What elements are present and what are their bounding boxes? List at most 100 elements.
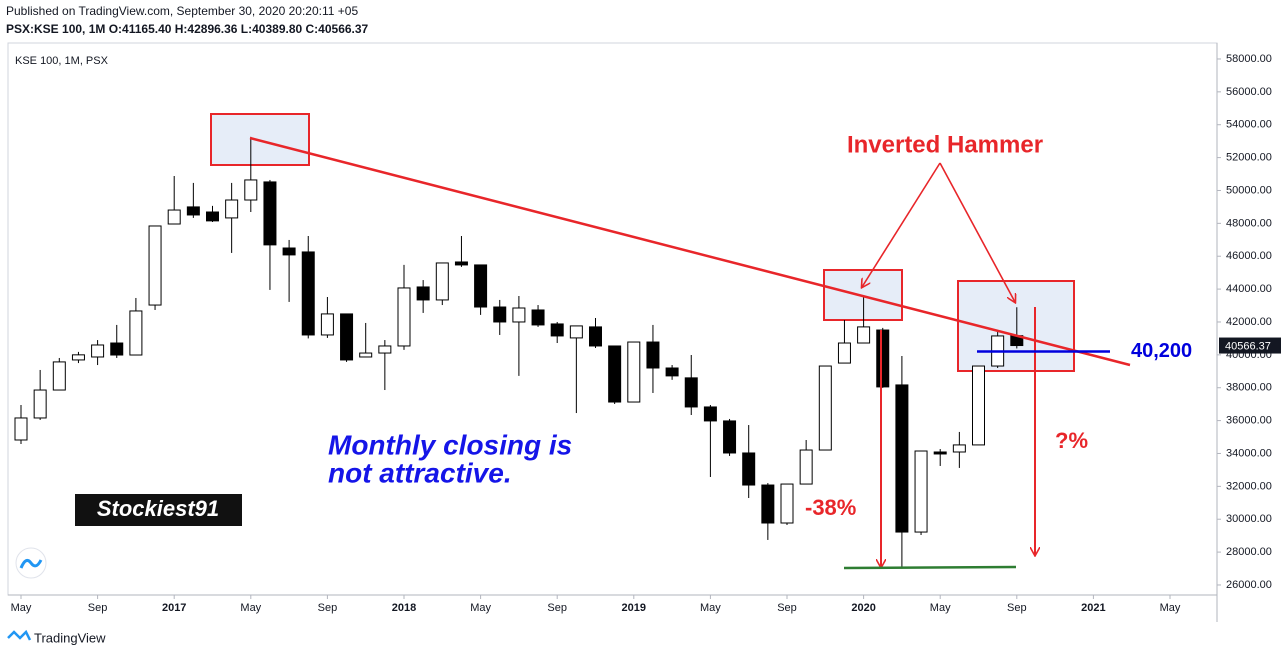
candle-body xyxy=(493,306,507,323)
candle-body xyxy=(742,452,756,486)
drop-label: -38% xyxy=(805,495,856,520)
x-tick-label: May xyxy=(470,602,491,614)
x-tick-label: May xyxy=(700,602,721,614)
candle-body xyxy=(186,206,200,216)
candle-body xyxy=(148,225,162,306)
level-label: 40,200 xyxy=(1131,340,1192,362)
y-tick-label: 58000.00 xyxy=(1226,53,1272,65)
y-tick-label: 26000.00 xyxy=(1226,579,1272,591)
x-tick-label: 2019 xyxy=(622,602,646,614)
candle-body xyxy=(589,326,602,347)
y-tick-label: 34000.00 xyxy=(1226,447,1272,459)
pointer-arrow xyxy=(939,162,1015,302)
candle-body xyxy=(129,310,143,356)
author-badge xyxy=(75,494,242,526)
next-drop-label: ?% xyxy=(1055,428,1088,453)
x-tick-label: 2021 xyxy=(1081,602,1105,614)
x-tick-label: Sep xyxy=(88,602,108,614)
candle-body xyxy=(320,313,334,336)
candle-body xyxy=(703,406,717,422)
candle-body xyxy=(952,444,966,453)
candle-body xyxy=(359,352,373,358)
candle-body xyxy=(895,384,909,533)
y-tick-label: 52000.00 xyxy=(1226,152,1272,164)
pattern-label: Inverted Hammer xyxy=(847,131,1043,158)
candle-body xyxy=(818,365,832,451)
y-tick-label: 32000.00 xyxy=(1226,480,1272,492)
candle-body xyxy=(780,483,794,524)
candle-body xyxy=(340,313,354,361)
candle-body xyxy=(206,211,219,222)
y-tick-label: 38000.00 xyxy=(1226,382,1272,394)
candle-body xyxy=(397,287,411,347)
x-tick-label: May xyxy=(11,602,32,614)
candle-body xyxy=(110,342,124,356)
x-tick-label: May xyxy=(240,602,261,614)
candle-body xyxy=(435,262,449,301)
support-line xyxy=(843,565,1017,570)
x-tick-label: 2018 xyxy=(392,602,416,614)
candle-body xyxy=(761,484,775,524)
comment-line: not attractive. xyxy=(328,457,512,488)
x-tick-label: May xyxy=(930,602,951,614)
candle-body xyxy=(244,179,258,201)
candle-body xyxy=(608,345,622,403)
x-tick-label: 2020 xyxy=(851,602,875,614)
candle-body xyxy=(416,286,430,301)
y-tick-label: 54000.00 xyxy=(1226,119,1272,131)
y-tick-label: 44000.00 xyxy=(1226,283,1272,295)
candle-body xyxy=(531,309,545,326)
candle-body xyxy=(454,261,468,266)
candles xyxy=(14,136,1024,567)
overlay: Inverted Hammer -38% ?% Monthly closing … xyxy=(15,131,1192,579)
candle-body xyxy=(665,367,679,377)
x-tick-label: Sep xyxy=(1007,602,1027,614)
last-price-tag xyxy=(1219,337,1281,354)
y-tick-label: 42000.00 xyxy=(1226,316,1272,328)
published-line: Published on TradingView.com, September … xyxy=(6,4,358,18)
footer-logo xyxy=(7,629,32,641)
symbol-label: KSE 100, 1M, PSX xyxy=(15,55,109,67)
candle-body xyxy=(876,329,890,388)
trend-line xyxy=(249,136,1131,367)
footer-brand: TradingView xyxy=(34,630,106,645)
x-tick-label: Sep xyxy=(318,602,338,614)
candle-body xyxy=(723,420,737,454)
candle-body xyxy=(14,417,28,441)
y-tick-label: 46000.00 xyxy=(1226,250,1272,262)
candle-body xyxy=(646,341,660,369)
x-tick-label: 2017 xyxy=(162,602,186,614)
author-label: Stockiest91 xyxy=(97,496,219,521)
y-tick-label: 28000.00 xyxy=(1226,546,1272,558)
watermark-logo xyxy=(19,558,43,569)
candle-body xyxy=(972,365,985,446)
candle-body xyxy=(550,323,564,337)
candle-body xyxy=(627,341,641,403)
y-tick-label: 56000.00 xyxy=(1226,86,1272,98)
x-tick-label: May xyxy=(1160,602,1181,614)
y-tick-label: 30000.00 xyxy=(1226,513,1272,525)
candle-body xyxy=(933,451,947,455)
candle-body xyxy=(263,181,277,246)
last-price-label: 40566.37 xyxy=(1225,340,1271,352)
candle-body xyxy=(857,326,871,344)
quote-line: PSX:KSE 100, 1M O:41165.40 H:42896.36 L:… xyxy=(6,22,369,36)
candle-body xyxy=(33,389,47,419)
x-tick-label: Sep xyxy=(547,602,567,614)
x-tick-label: Sep xyxy=(777,602,797,614)
candle-body xyxy=(71,354,85,361)
candle-body xyxy=(569,325,583,339)
candle-body xyxy=(52,361,66,391)
candle-body xyxy=(378,345,392,354)
candle-body xyxy=(474,264,488,308)
pointer-arrow xyxy=(862,162,941,287)
candle-body xyxy=(837,342,851,364)
candle-body xyxy=(167,209,181,225)
candle-body xyxy=(301,251,315,336)
candle-body xyxy=(91,344,105,358)
candle-body xyxy=(282,247,296,256)
comment-line: Monthly closing is xyxy=(328,429,572,460)
candle-body xyxy=(512,307,526,323)
